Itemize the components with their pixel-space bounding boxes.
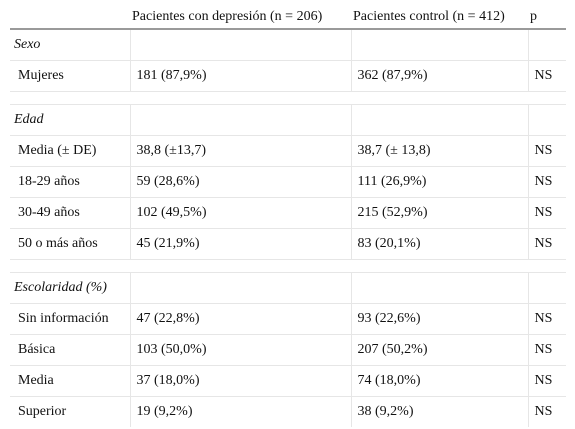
spacer-row xyxy=(10,91,566,105)
row-label: 18-29 años xyxy=(10,166,131,198)
depression-value: 45 (21,9%) xyxy=(130,228,352,260)
p-value: NS xyxy=(528,135,566,167)
header-row: Pacientes con depresión (n = 206) Pacien… xyxy=(10,6,566,30)
table-row: Mujeres 181 (87,9%) 362 (87,9%) NS xyxy=(10,60,566,92)
table-row: 30-49 años 102 (49,5%) 215 (52,9%) NS xyxy=(10,197,566,229)
p-value: NS xyxy=(528,228,566,260)
control-value: 83 (20,1%) xyxy=(351,228,529,260)
depression-value: 38,8 (±13,7) xyxy=(130,135,352,167)
p-value: NS xyxy=(528,60,566,92)
header-p: p xyxy=(528,6,566,30)
table-row: Media 37 (18,0%) 74 (18,0%) NS xyxy=(10,365,566,397)
header-depression: Pacientes con depresión (n = 206) xyxy=(130,6,351,30)
control-value: 362 (87,9%) xyxy=(351,60,529,92)
header-blank xyxy=(10,6,130,30)
control-value: 38,7 (± 13,8) xyxy=(351,135,529,167)
depression-value: 59 (28,6%) xyxy=(130,166,352,198)
table-row: 18-29 años 59 (28,6%) 111 (26,9%) NS xyxy=(10,166,566,198)
section-title: Sexo xyxy=(10,29,131,61)
section-edad: Edad xyxy=(10,104,566,136)
table-row: Básica 103 (50,0%) 207 (50,2%) NS xyxy=(10,334,566,366)
depression-value: 103 (50,0%) xyxy=(130,334,352,366)
control-value: 38 (9,2%) xyxy=(351,396,529,427)
p-value: NS xyxy=(528,166,566,198)
depression-value: 102 (49,5%) xyxy=(130,197,352,229)
demographics-table: Pacientes con depresión (n = 206) Pacien… xyxy=(10,6,566,427)
table-row: Media (± DE) 38,8 (±13,7) 38,7 (± 13,8) … xyxy=(10,135,566,167)
control-value: 215 (52,9%) xyxy=(351,197,529,229)
row-label: Básica xyxy=(10,334,131,366)
table-row: Superior 19 (9,2%) 38 (9,2%) NS xyxy=(10,396,566,427)
row-label: Superior xyxy=(10,396,131,427)
depression-value: 19 (9,2%) xyxy=(130,396,352,427)
control-value: 111 (26,9%) xyxy=(351,166,529,198)
section-sexo: Sexo xyxy=(10,29,566,61)
row-label: Media (± DE) xyxy=(10,135,131,167)
section-title: Edad xyxy=(10,104,131,136)
p-value: NS xyxy=(528,334,566,366)
row-label: Sin información xyxy=(10,303,131,335)
depression-value: 181 (87,9%) xyxy=(130,60,352,92)
p-value: NS xyxy=(528,197,566,229)
row-label: Media xyxy=(10,365,131,397)
control-value: 93 (22,6%) xyxy=(351,303,529,335)
section-title: Escolaridad (%) xyxy=(10,272,131,304)
p-value: NS xyxy=(534,404,553,419)
table-row: Sin información 47 (22,8%) 93 (22,6%) NS xyxy=(10,303,566,335)
spacer-row xyxy=(10,259,566,273)
header-control: Pacientes control (n = 412) xyxy=(351,6,528,30)
depression-value: 47 (22,8%) xyxy=(130,303,352,335)
p-value: NS xyxy=(528,365,566,397)
depression-value: 37 (18,0%) xyxy=(130,365,352,397)
control-value: 74 (18,0%) xyxy=(351,365,529,397)
section-escolaridad: Escolaridad (%) xyxy=(10,272,566,304)
row-label: 50 o más años xyxy=(10,228,131,260)
p-value: NS xyxy=(528,303,566,335)
row-label: 30-49 años xyxy=(10,197,131,229)
control-value: 207 (50,2%) xyxy=(351,334,529,366)
table-row: 50 o más años 45 (21,9%) 83 (20,1%) NS xyxy=(10,228,566,260)
row-label: Mujeres xyxy=(10,60,131,92)
